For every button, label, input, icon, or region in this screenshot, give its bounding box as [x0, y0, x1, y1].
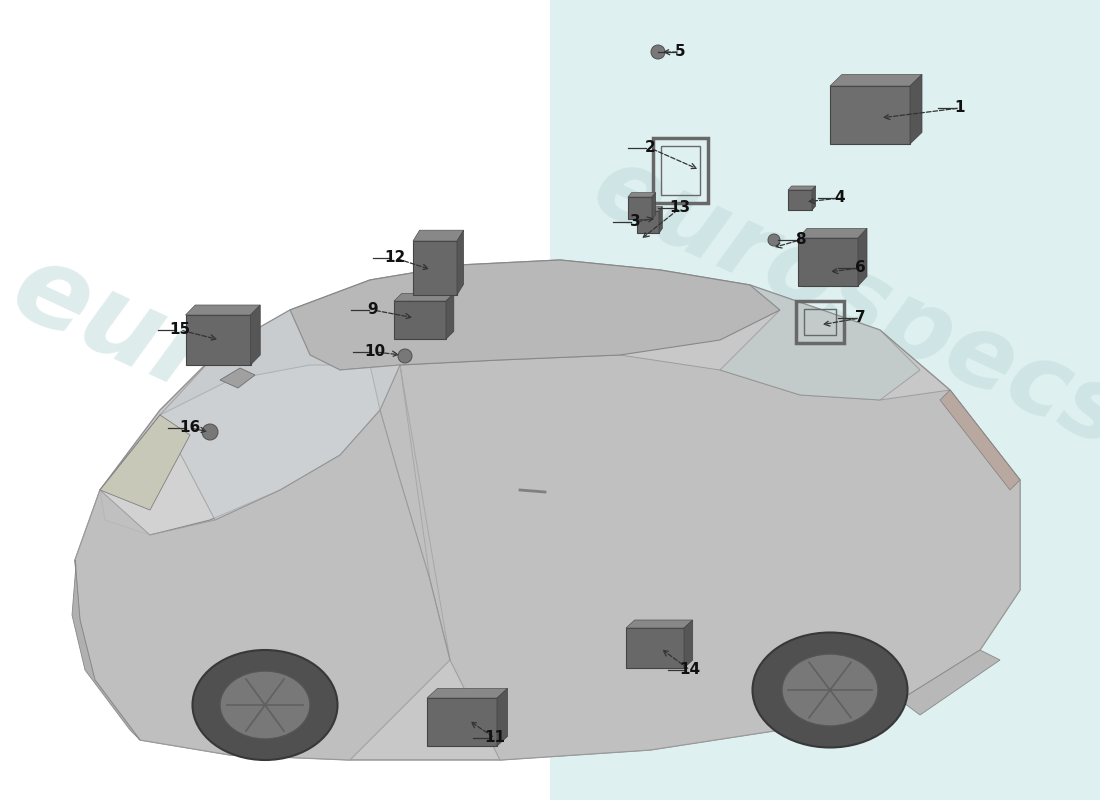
Polygon shape — [100, 415, 190, 510]
Text: eurospecs: eurospecs — [576, 138, 1100, 470]
FancyBboxPatch shape — [626, 628, 684, 668]
Polygon shape — [75, 260, 1020, 760]
FancyBboxPatch shape — [788, 190, 812, 210]
Text: 3: 3 — [629, 214, 640, 230]
Text: 7: 7 — [855, 310, 866, 326]
Text: 8: 8 — [794, 233, 805, 247]
Polygon shape — [497, 688, 507, 746]
Text: 11: 11 — [484, 730, 506, 746]
FancyBboxPatch shape — [412, 241, 456, 295]
Polygon shape — [160, 310, 400, 520]
Polygon shape — [910, 74, 922, 144]
Polygon shape — [0, 0, 550, 800]
FancyBboxPatch shape — [830, 86, 910, 144]
Polygon shape — [251, 305, 261, 365]
Polygon shape — [220, 368, 255, 388]
Polygon shape — [830, 74, 922, 86]
FancyBboxPatch shape — [427, 698, 497, 746]
Text: 5: 5 — [674, 45, 685, 59]
Polygon shape — [446, 294, 454, 339]
Text: 15: 15 — [169, 322, 190, 338]
FancyBboxPatch shape — [628, 197, 652, 219]
Polygon shape — [659, 206, 662, 233]
Polygon shape — [940, 390, 1020, 490]
Polygon shape — [626, 620, 693, 628]
Circle shape — [398, 349, 412, 363]
Polygon shape — [720, 285, 920, 400]
Polygon shape — [798, 229, 867, 238]
Polygon shape — [72, 560, 140, 740]
FancyBboxPatch shape — [637, 211, 659, 233]
Polygon shape — [900, 650, 1000, 715]
FancyBboxPatch shape — [798, 238, 858, 286]
Circle shape — [651, 45, 666, 59]
Text: a passion for parts since 1985: a passion for parts since 1985 — [368, 484, 732, 636]
Polygon shape — [788, 186, 815, 190]
Polygon shape — [186, 305, 261, 315]
Polygon shape — [628, 193, 656, 197]
Text: 16: 16 — [179, 421, 200, 435]
Polygon shape — [456, 230, 463, 295]
Text: 6: 6 — [855, 261, 866, 275]
Circle shape — [768, 234, 780, 246]
Ellipse shape — [782, 654, 878, 726]
Circle shape — [202, 424, 218, 440]
Text: 1: 1 — [955, 101, 966, 115]
Text: 2: 2 — [645, 141, 656, 155]
Polygon shape — [858, 229, 867, 286]
Polygon shape — [652, 193, 656, 219]
Polygon shape — [394, 294, 454, 301]
Text: eurospecs: eurospecs — [0, 233, 620, 599]
FancyBboxPatch shape — [186, 315, 251, 365]
Polygon shape — [637, 206, 662, 211]
Ellipse shape — [752, 633, 908, 747]
Polygon shape — [427, 688, 507, 698]
Text: 13: 13 — [670, 201, 691, 215]
Polygon shape — [684, 620, 693, 668]
Ellipse shape — [220, 671, 310, 739]
Polygon shape — [379, 355, 1020, 760]
Polygon shape — [412, 230, 463, 241]
Polygon shape — [100, 365, 380, 535]
Polygon shape — [75, 410, 450, 760]
Text: 12: 12 — [384, 250, 406, 266]
Polygon shape — [550, 0, 1100, 800]
Polygon shape — [812, 186, 815, 210]
Polygon shape — [290, 260, 780, 370]
FancyBboxPatch shape — [394, 301, 446, 339]
Ellipse shape — [192, 650, 338, 760]
Text: 4: 4 — [835, 190, 845, 206]
Text: 10: 10 — [364, 345, 386, 359]
Text: 9: 9 — [367, 302, 378, 318]
Text: 14: 14 — [680, 662, 701, 678]
